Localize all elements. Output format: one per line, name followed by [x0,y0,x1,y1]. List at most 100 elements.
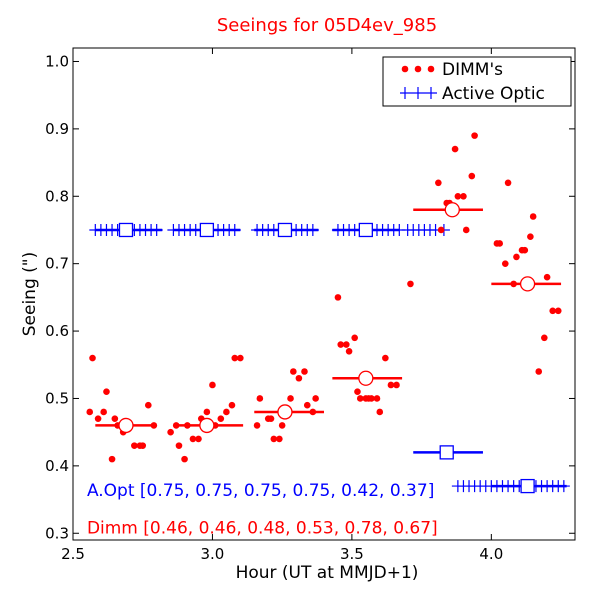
dimm-point [270,435,278,443]
dimm-point [312,395,319,402]
dimm-point [231,354,239,362]
dimm-point [237,354,244,362]
ticks-layer: 2.5 3.0 3.5 4.0 0.3 0.4 0.5 0.6 0.7 0.8 0.9 1.0 [45,48,575,563]
dimm-point [203,408,211,416]
dimm-bin-mean [358,370,374,386]
dimm-point [181,455,188,463]
dimm-point [343,341,350,348]
dimm-point [549,307,556,315]
y-tick-label: 0.3 [45,524,69,542]
ao-bin-mean [358,222,373,238]
dimm-point [86,408,94,416]
dimm-point [460,192,467,200]
dimm-point [373,395,381,402]
x-tick-label: 2.5 [61,545,85,563]
x-tick-label: 3.0 [201,545,225,563]
dimm-point [376,408,384,416]
ao-bin-mean [439,445,454,460]
dimm-point [513,253,520,261]
y-tick-label: 0.4 [45,457,69,475]
dimm-point [276,435,283,443]
legend-items: DIMM's Active Optic [400,60,545,104]
y-tick-label: 0.6 [45,322,69,340]
dimm-point [541,334,548,342]
dimm-point [131,442,138,449]
dimm-point [223,408,230,416]
dimm-point [175,442,183,449]
dimm-point [435,179,442,187]
dimm-point [529,213,537,220]
dimm-bin-mean [118,417,134,434]
legend: DIMM's Active Optic [382,56,572,107]
dimm-point [351,334,358,342]
dimm-point [462,226,470,234]
y-tick-label: 0.7 [45,255,69,273]
y-tick-label: 0.5 [45,389,69,407]
dimm-point [334,294,342,301]
x-tick-label: 4.0 [479,545,503,563]
dimm-point [217,415,225,422]
dimm-point [111,415,119,422]
x-tick-label: 3.5 [340,545,364,563]
dimm-point [496,240,504,247]
dimm-point [368,395,375,402]
dimm-point [301,368,308,375]
y-tick-label: 0.9 [45,120,69,138]
y-axis-label: Seeing (") [20,252,40,337]
dimm-point [504,179,512,187]
dimm-point [253,422,261,429]
legend-label: DIMM's [442,60,503,80]
y-tick-label: 0.8 [45,187,69,205]
dimm-point [521,246,529,254]
dimm-point [108,455,116,463]
dimm-point [451,145,459,153]
chart-title: Seeings for 05D4ev_985 [217,15,437,36]
dimm-point [554,307,562,315]
dimm-point [228,401,236,409]
data-layer: A.Opt [0.75, 0.75, 0.75, 0.75, 0.42, 0.3… [86,132,570,538]
annotation-0: A.Opt [0.75, 0.75, 0.75, 0.75, 0.42, 0.3… [87,481,434,501]
y-tick-label: 1.0 [45,52,69,70]
dimm-point [267,415,275,422]
legend-dot-marker [401,65,409,73]
dimm-point [89,354,96,362]
dimm-point [94,415,102,422]
dimm-point [501,260,509,267]
dimm-point [145,401,152,409]
dimm-point [195,435,202,443]
dimm-point [354,388,361,396]
dimm-point [139,442,147,449]
ao-bin-mean [277,222,293,238]
dimm-point [345,347,353,355]
dimm-point [337,341,345,348]
dimm-point [407,280,414,288]
dimm-point [209,381,216,389]
legend-dot-marker [414,65,422,73]
dimm-point [103,388,110,396]
dimm-point [100,408,107,416]
dimm-point [189,435,197,443]
legend-label: Active Optic [442,84,545,104]
dimm-point [454,192,462,200]
dimm-bin-mean [444,202,460,218]
x-axis-label: Hour (UT at MMJD+1) [236,563,419,583]
dimm-point [382,354,389,362]
dimm-point [393,381,400,389]
dimm-bin-mean [519,276,536,292]
dimm-point [356,395,364,402]
dimm-point [303,401,311,409]
dimm-point [468,172,476,180]
ao-bin-mean [118,222,134,238]
ao-bin-mean [199,222,215,238]
dimm-bin-mean [277,404,293,420]
dimm-point [527,233,534,241]
dimm-point [256,395,264,402]
dimm-point [535,368,543,375]
plot-frame [72,47,576,541]
annotation-1: Dimm [0.46, 0.46, 0.48, 0.53, 0.78, 0.67… [87,518,438,538]
dimm-point [290,368,297,375]
dimm-point [278,422,286,429]
dimm-point [471,132,478,139]
dimm-point [543,273,551,281]
